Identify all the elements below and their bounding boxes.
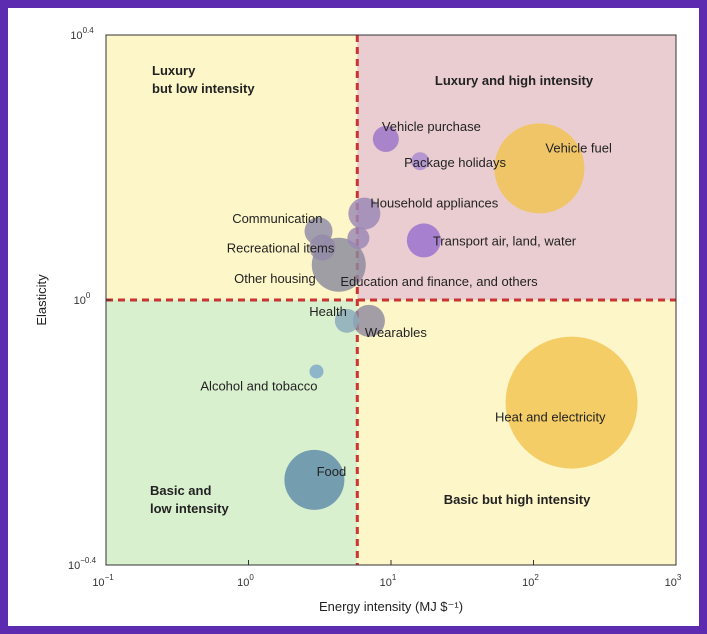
quadrant-label-bottom-left: Basic and xyxy=(150,483,211,498)
bubble-label: Recreational items xyxy=(227,241,335,256)
bubble-health xyxy=(334,308,359,333)
chart-frame: Vehicle purchase Package holidays Vehicle … xyxy=(8,8,699,626)
bubble-recreational-items xyxy=(309,234,336,261)
bubble-label: Alcohol and tobacco xyxy=(200,378,317,393)
bubble-food xyxy=(284,449,345,510)
y-tick-label: 100 xyxy=(74,291,91,307)
bubble-label: Vehicle fuel xyxy=(545,140,612,155)
quadrant-label-bottom-left: low intensity xyxy=(150,501,230,516)
bubble-package-holidays xyxy=(411,152,430,171)
bubble-vehicle-fuel xyxy=(494,123,585,214)
bubble-label: Heat and electricity xyxy=(495,410,606,425)
y-axis-label: Elasticity xyxy=(34,274,49,326)
bubble-label: Health xyxy=(309,304,347,319)
x-tick-label: 102 xyxy=(522,573,539,589)
bubble-label: Education and finance, and others xyxy=(340,274,538,289)
y-tick-label: 100.4 xyxy=(70,26,94,42)
x-tick-label: 101 xyxy=(380,573,397,589)
bubble-label: Vehicle purchase xyxy=(382,119,481,134)
quadrant-bottom-left xyxy=(106,299,358,565)
quadrant-label-bottom-right: Basic but high intensity xyxy=(444,492,591,507)
quadrant-label-top-right: Luxury and high intensity xyxy=(435,73,594,88)
bubble-alcohol-and-tobacco xyxy=(309,364,324,379)
bubble-household-appliances xyxy=(348,197,381,230)
bubble-label: Package holidays xyxy=(404,155,506,170)
quadrant-label-top-left: but low intensity xyxy=(152,81,255,96)
bubble-wearables xyxy=(352,304,385,337)
bubble-label: Communication xyxy=(232,211,322,226)
bubble-education-and-finance-and-others xyxy=(347,227,370,250)
bubble-heat-and-electricity xyxy=(505,336,638,469)
x-tick-label: 10−1 xyxy=(92,573,114,589)
bubble-label: Household appliances xyxy=(370,196,498,211)
x-tick-label: 103 xyxy=(665,573,682,589)
bubble-transport-air-land-water xyxy=(406,223,441,258)
bubble-label: Other housing xyxy=(234,271,316,286)
x-axis-label: Energy intensity (MJ $⁻¹) xyxy=(319,599,463,614)
scatter-chart: Vehicle purchase Package holidays Vehicle … xyxy=(34,26,682,614)
quadrant-label-top-left: Luxury xyxy=(152,63,196,78)
x-tick-label: 100 xyxy=(237,573,254,589)
bubble-label: Transport air, land, water xyxy=(433,233,577,248)
bubble-label: Food xyxy=(317,464,347,479)
bubble-label: Wearables xyxy=(365,325,427,340)
y-tick-label: 10−0.4 xyxy=(68,556,97,572)
bubble-vehicle-purchase xyxy=(372,125,399,152)
